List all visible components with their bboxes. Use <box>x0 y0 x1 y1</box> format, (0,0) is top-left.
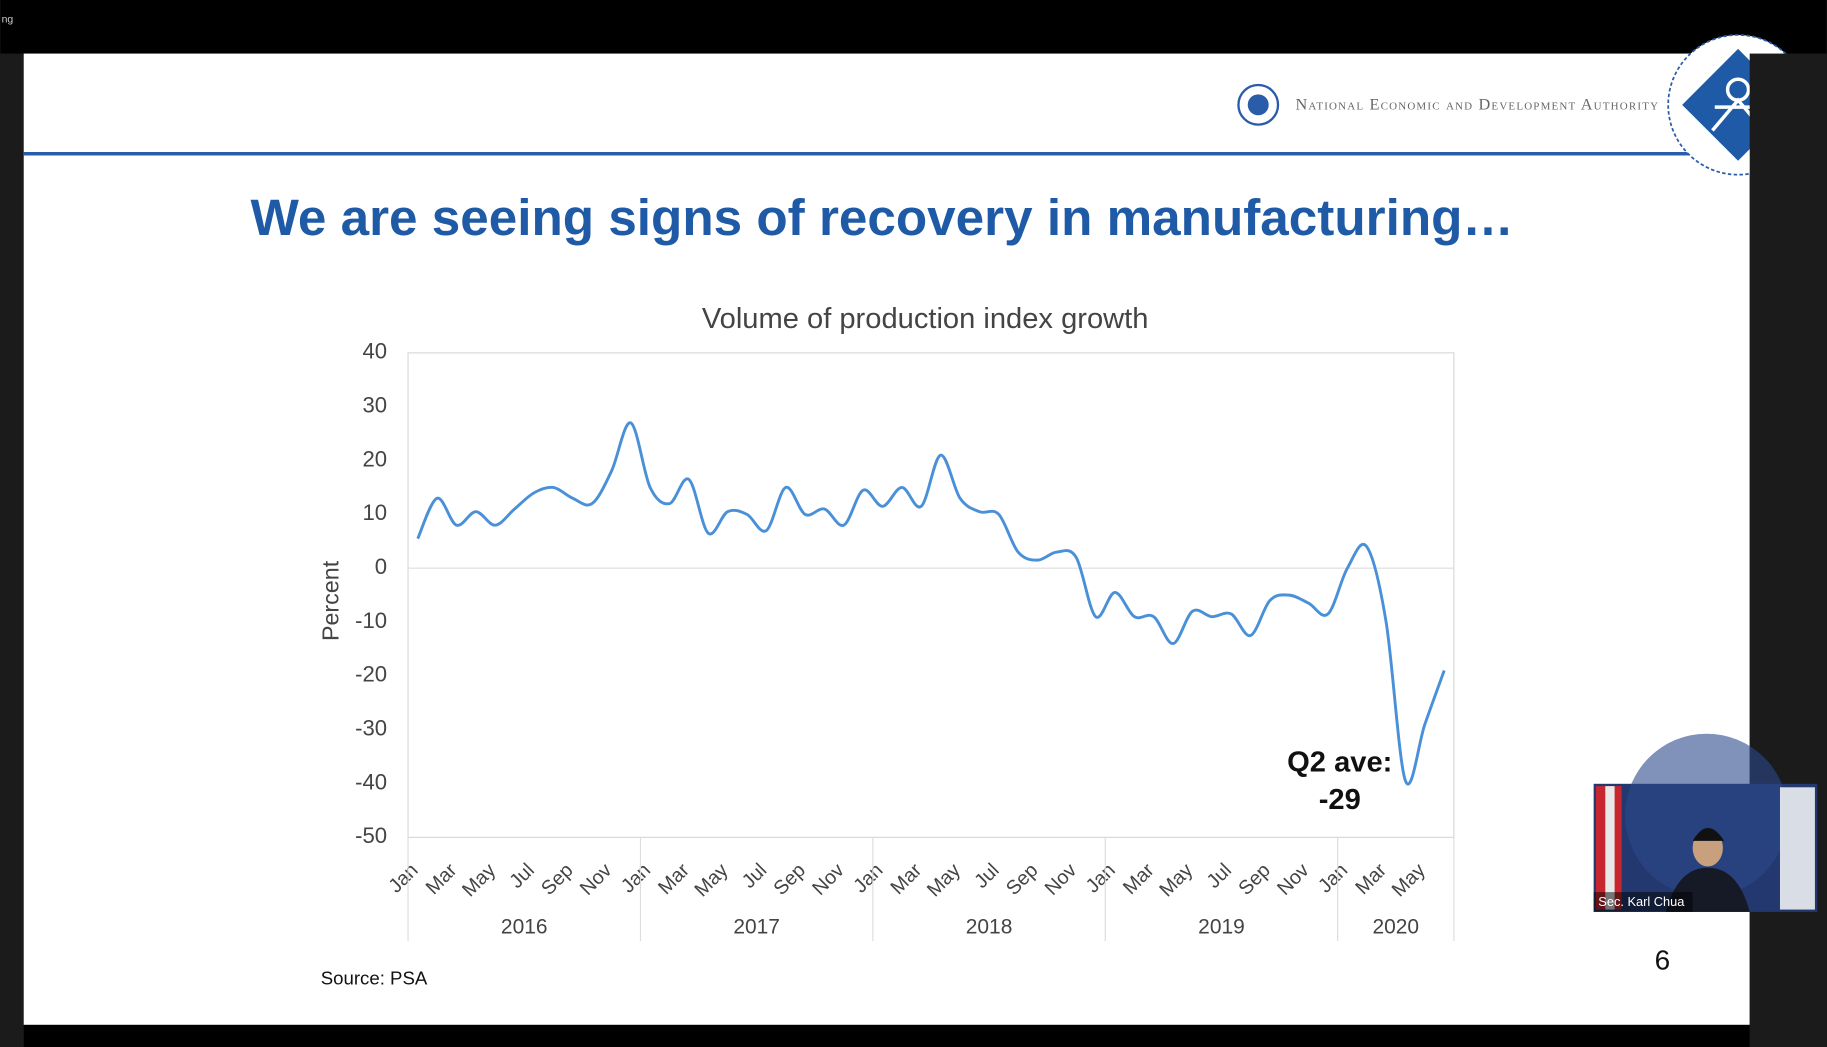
y-tick-label: 10 <box>362 500 387 525</box>
corner-text: ng <box>2 15 14 26</box>
webcam: Sec. Karl Chua <box>1593 733 1818 912</box>
y-axis-label: Percent <box>318 560 344 641</box>
line-series <box>416 421 1446 786</box>
annotation: -29 <box>1319 784 1361 816</box>
y-tick-label: -10 <box>355 608 387 633</box>
y-tick-label: 30 <box>362 393 387 418</box>
y-tick-label: -50 <box>355 823 387 848</box>
top-bar <box>0 0 1827 54</box>
y-tick-label: -20 <box>355 662 387 687</box>
x-group-label: 2017 <box>733 916 780 939</box>
slide-title: We are seeing signs of recovery in manuf… <box>250 189 1513 246</box>
y-tick-label: 0 <box>375 554 387 579</box>
flag-stripe <box>1605 786 1615 910</box>
annotation: Q2 ave: <box>1287 747 1392 779</box>
x-group-label: 2020 <box>1372 916 1419 939</box>
banner <box>1779 787 1815 910</box>
agency-name: National Economic and Development Author… <box>1295 95 1659 114</box>
bottom-bar <box>23 1024 1750 1047</box>
hair <box>1692 828 1725 841</box>
presenter-name: Sec. Karl Chua <box>1598 894 1685 909</box>
caption-bg <box>1593 892 1693 912</box>
page-number: 6 <box>1655 944 1671 975</box>
y-tick-label: 40 <box>362 339 387 364</box>
agency-clip: National Economic and Development Author… <box>1295 95 1659 114</box>
chart: Volume of production index growth Percent… <box>318 303 1455 942</box>
x-group-label: 2019 <box>1198 916 1245 939</box>
y-tick-label: -30 <box>355 716 387 741</box>
y-tick-label: 20 <box>362 446 387 471</box>
source: Source: PSA <box>321 967 428 988</box>
seal-backdrop <box>1625 733 1789 897</box>
chart-title: Volume of production index growth <box>702 303 1149 335</box>
x-group-label: 2016 <box>501 916 548 939</box>
x-group-label: 2018 <box>966 916 1013 939</box>
y-tick-label: -40 <box>355 769 387 794</box>
agency-seal-core <box>1247 94 1269 116</box>
